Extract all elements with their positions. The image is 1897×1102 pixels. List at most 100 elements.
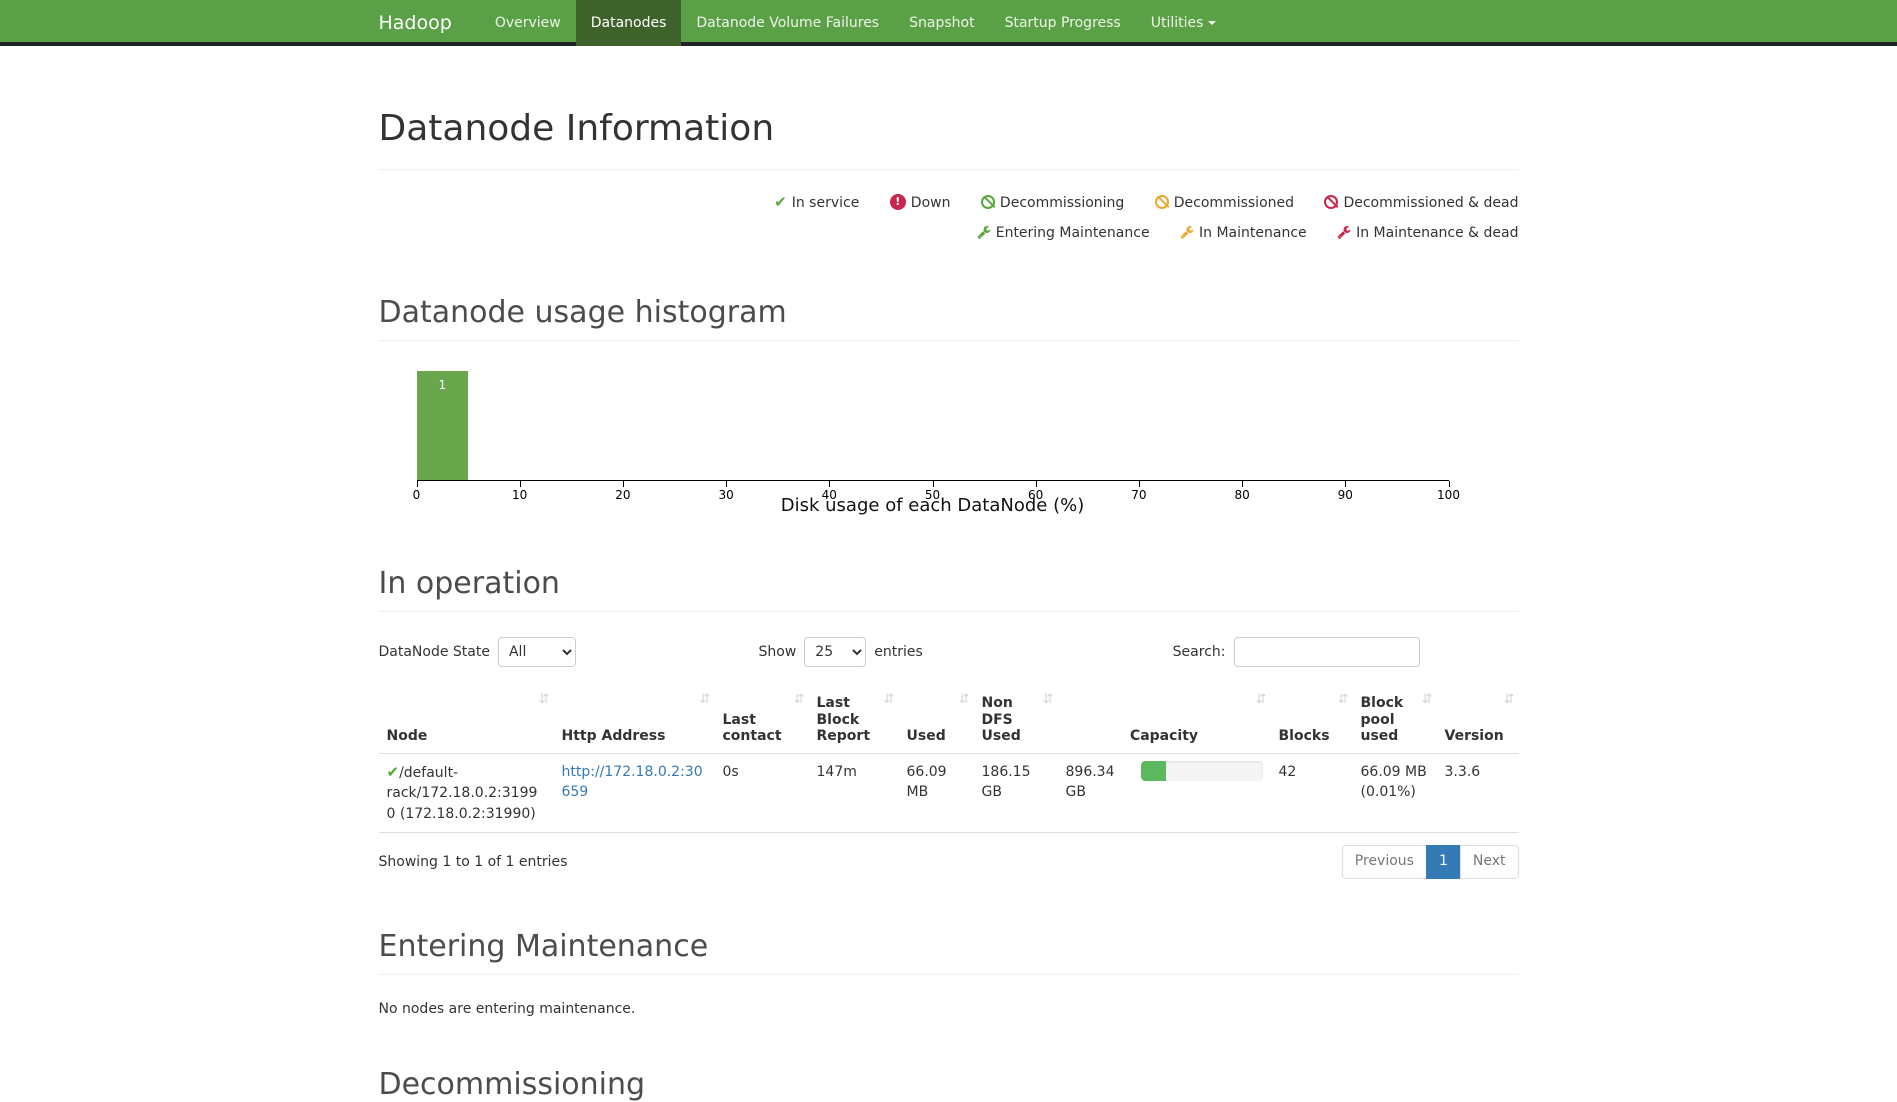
x-axis-tick-label: 0 <box>412 488 421 502</box>
sort-icon <box>1256 692 1267 707</box>
legend-item-down: Down <box>889 194 955 211</box>
entries-select[interactable]: 25 <box>804 637 867 667</box>
nav-item-utilities-label: Utilities <box>1150 15 1204 31</box>
wrench-icon <box>1337 226 1351 239</box>
legend-label: Down <box>910 195 951 211</box>
table-controls: DataNode State All Show 25 entries Searc… <box>379 637 1519 667</box>
nav-item-startup-progress[interactable]: Startup Progress <box>1004 15 1121 31</box>
usage-histogram-chart: 1 0 10 20 30 40 50 60 70 80 90 100 Disk usage of ea… <box>379 371 1519 516</box>
x-axis-tick <box>829 481 831 487</box>
x-axis-tick <box>519 481 521 487</box>
sort-icon <box>794 692 805 707</box>
x-axis-tick-label: 100 <box>1437 488 1460 502</box>
th-label: Last Block Report <box>816 695 871 745</box>
datanode-state-control: DataNode State All <box>379 637 759 667</box>
th-last-block-report[interactable]: Last Block Report <box>808 689 899 754</box>
check-icon <box>387 765 400 781</box>
x-axis-tick <box>1345 481 1347 487</box>
datanode-state-label: DataNode State <box>378 644 490 660</box>
block-pool-used-cell: 66.09 MB (0.01%) <box>1352 753 1437 833</box>
datanodes-table: Node Http Address Last contact Last Bloc… <box>378 689 1519 833</box>
exclamation-circle-icon <box>889 194 906 210</box>
x-axis-tick-label: 90 <box>1337 488 1353 502</box>
th-block-pool-used[interactable]: Block pool used <box>1352 689 1437 754</box>
th-node[interactable]: Node <box>378 689 554 754</box>
divider <box>378 340 1519 341</box>
histogram-heading: Datanode usage histogram <box>378 295 787 330</box>
sort-icon <box>884 692 895 707</box>
th-label: Blocks <box>1278 728 1330 745</box>
last-block-report-cell: 147m <box>808 753 899 833</box>
legend-label: Decommissioned <box>1173 195 1295 211</box>
search-label: Search: <box>1172 644 1226 660</box>
th-non-dfs-used[interactable]: Non DFS Used <box>973 689 1058 754</box>
x-axis-tick <box>726 481 728 487</box>
th-label: Http Address <box>561 728 666 745</box>
legend-item-decommissioning: Decommissioning <box>980 195 1129 211</box>
legend-item-entering-maintenance: Entering Maintenance <box>977 225 1154 241</box>
th-label: Used <box>906 728 946 745</box>
datanode-state-select[interactable]: All <box>497 637 576 667</box>
entries-label: entries <box>874 644 923 660</box>
th-blocks[interactable]: Blocks <box>1270 689 1353 754</box>
th-capacity[interactable]: Capacity <box>1057 689 1271 754</box>
nav-item-snapshot[interactable]: Snapshot <box>909 15 975 31</box>
http-address-link[interactable]: http://172.18.0.2:30659 <box>561 763 703 800</box>
th-version[interactable]: Version <box>1436 689 1519 754</box>
decommissioning-heading: Decommissioning <box>378 1066 646 1102</box>
x-axis-tick <box>932 481 934 487</box>
legend-label: Entering Maintenance <box>995 225 1150 241</box>
sort-icon <box>700 692 711 707</box>
th-last-contact[interactable]: Last contact <box>714 689 809 754</box>
x-axis-tick <box>416 481 418 487</box>
pagination-page-1[interactable]: 1 <box>1425 844 1461 879</box>
page-title: Datanode Information <box>378 108 775 149</box>
th-used[interactable]: Used <box>898 689 974 754</box>
legend-row-2: Entering Maintenance In Maintenance In M… <box>379 221 1519 245</box>
sort-icon <box>1422 692 1433 707</box>
divider <box>378 973 1519 975</box>
x-axis-tick-label: 60 <box>1028 488 1044 502</box>
blocks-cell: 42 <box>1270 753 1353 833</box>
pagination-previous[interactable]: Previous <box>1341 844 1427 879</box>
nav-item-utilities[interactable]: Utilities <box>1136 0 1232 46</box>
ban-icon <box>1154 195 1169 209</box>
check-icon <box>774 195 787 211</box>
x-axis-tick-label: 30 <box>718 488 734 502</box>
x-axis-tick-label: 10 <box>512 488 528 502</box>
brand-hadoop[interactable]: Hadoop <box>378 12 452 34</box>
sort-icon <box>1338 692 1349 707</box>
nav-item-overview[interactable]: Overview <box>494 15 561 31</box>
entries-info: Showing 1 to 1 of 1 entries <box>378 853 568 870</box>
navbar: Hadoop Overview Datanodes Datanode Volum… <box>0 0 1897 46</box>
entering-maintenance-heading: Entering Maintenance <box>378 928 709 964</box>
table-footer: Showing 1 to 1 of 1 entries Previous 1 N… <box>378 844 1519 879</box>
legend-label: In Maintenance <box>1199 225 1307 241</box>
th-label: Last contact <box>722 711 782 745</box>
x-axis-tick <box>1242 481 1244 487</box>
pagination-next[interactable]: Next <box>1459 844 1519 879</box>
th-http-address[interactable]: Http Address <box>553 689 715 754</box>
table-row: /default-rack/172.18.0.2:31990 (172.18.0… <box>378 753 1519 833</box>
in-operation-heading: In operation <box>378 566 560 601</box>
show-label: Show <box>758 644 797 660</box>
legend-item-in-maintenance: In Maintenance <box>1180 225 1311 241</box>
legend-label: In Maintenance & dead <box>1356 225 1519 241</box>
capacity-cell: 896.34 GB <box>1057 753 1271 833</box>
th-label: Node <box>386 728 428 745</box>
sort-icon <box>1504 692 1515 707</box>
x-axis-tick-label: 70 <box>1131 488 1147 502</box>
wrench-icon <box>1180 226 1194 239</box>
x-axis-tick <box>1035 481 1037 487</box>
wrench-icon <box>977 226 991 239</box>
nav-item-datanode-volume-failures[interactable]: Datanode Volume Failures <box>696 15 880 31</box>
search-input[interactable] <box>1233 637 1420 667</box>
nav-item-datanodes[interactable]: Datanodes <box>575 0 682 46</box>
ban-icon <box>980 195 995 209</box>
th-label: Capacity <box>1129 728 1199 745</box>
x-axis-tick-label: 40 <box>821 488 837 502</box>
ban-icon <box>1324 195 1339 209</box>
no-entering-maintenance-text: No nodes are entering maintenance. <box>378 1000 636 1017</box>
chevron-down-icon <box>1208 21 1217 25</box>
nav-items: Overview Datanodes Datanode Volume Failu… <box>480 0 1232 46</box>
